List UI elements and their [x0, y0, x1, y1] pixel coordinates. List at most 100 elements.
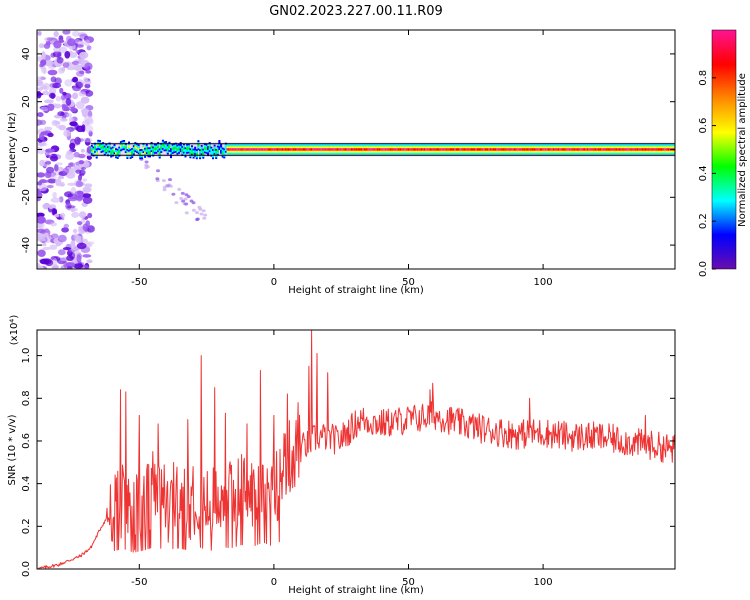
carrier-cell-core [378, 148, 381, 151]
carrier-cell-core [321, 148, 324, 151]
carrier-cell-core [489, 148, 492, 151]
scatter-blob [174, 201, 179, 205]
carrier-cell-core [486, 148, 489, 151]
noise-blob [38, 43, 45, 49]
carrier-cell-core [593, 148, 596, 151]
colorbar-tick-label: 0.4 [698, 165, 709, 181]
noise-blob [62, 167, 70, 174]
scatter-blob [186, 195, 191, 199]
scatter-blob [156, 169, 160, 173]
spectrogram-x-tick-label: 0 [271, 277, 277, 288]
carrier-cell-core [118, 150, 121, 153]
carrier-cell-core [413, 148, 416, 151]
noise-blob [37, 112, 44, 118]
noise-blob [57, 175, 65, 180]
noise-blob [77, 221, 83, 226]
carrier-cell-core [339, 148, 342, 151]
scatter-blob [203, 213, 208, 217]
carrier-cell-core [273, 148, 276, 151]
noise-blob [52, 258, 58, 266]
carrier-cell-core [342, 148, 345, 151]
carrier-cell-core [509, 148, 512, 151]
carrier-cell-core [530, 148, 533, 151]
noise-blob [75, 49, 80, 54]
carrier-cell-core [270, 148, 273, 151]
carrier-cell-core [556, 148, 558, 151]
carrier-cell-core [275, 148, 277, 151]
scatter-blob [161, 179, 166, 183]
carrier-cell-core [465, 148, 468, 151]
carrier-cell-core [234, 148, 237, 151]
carrier-cell-core [409, 148, 411, 151]
carrier-cell-core [598, 148, 600, 151]
carrier-cell-core [207, 149, 210, 153]
noise-blob [59, 118, 68, 122]
noise-blob [39, 132, 45, 141]
noise-blob [59, 46, 68, 54]
carrier-cell-core [184, 151, 187, 154]
noise-blob [78, 211, 87, 219]
noise-blob [66, 205, 76, 209]
carrier-cell-core [560, 148, 563, 151]
carrier-cell-core [145, 147, 148, 151]
carrier-cell-core [433, 148, 436, 151]
carrier-cell-core [123, 143, 126, 147]
carrier-cell-core [494, 148, 497, 151]
carrier-cell-core [594, 148, 597, 151]
carrier-cell-core [313, 148, 316, 151]
noise-blob [37, 196, 41, 202]
carrier-cell-core [263, 148, 266, 151]
carrier-cell-core [391, 148, 394, 151]
carrier-cell-core [526, 148, 529, 151]
carrier-cell-core [368, 148, 371, 151]
carrier-cell-core [430, 148, 432, 151]
carrier-cell-core [144, 151, 147, 155]
carrier-cell-core [244, 148, 247, 151]
noise-blob [72, 76, 79, 83]
carrier-cell-core [195, 153, 198, 156]
noise-blob [54, 77, 62, 85]
carrier-cell-core [586, 148, 589, 151]
noise-blob [60, 217, 65, 221]
noise-blob [38, 179, 49, 184]
carrier-cell-core [420, 148, 423, 151]
snr-x-tick-label: 100 [534, 577, 553, 588]
carrier-cell-core [551, 148, 554, 151]
carrier-cell-core [380, 148, 382, 151]
carrier-cell-core [302, 148, 305, 151]
noise-blob [62, 91, 67, 96]
carrier-cell-core [284, 148, 287, 151]
noise-blob [67, 171, 73, 176]
carrier-cell-core [622, 148, 625, 151]
carrier-cell-core [599, 148, 602, 151]
carrier-cell-core [648, 148, 651, 151]
carrier-cell-core [512, 148, 515, 151]
carrier-cell-core [279, 148, 282, 151]
noise-blob [86, 225, 95, 233]
noise-blob [37, 172, 46, 178]
carrier-cell-core [667, 148, 670, 151]
noise-blob [42, 90, 49, 96]
noise-blob [48, 64, 56, 70]
noise-blob [72, 228, 78, 234]
noise-blob [77, 58, 86, 64]
carrier-cell-core [614, 148, 617, 151]
carrier-cell-core [181, 149, 184, 153]
noise-blob [47, 69, 58, 76]
carrier-cell-core [95, 152, 98, 155]
carrier-cell-core [457, 148, 460, 151]
noise-blob [69, 121, 78, 127]
carrier-cell-core [236, 148, 239, 151]
noise-blob [47, 178, 57, 184]
spectrogram-y-tick-label: 0 [21, 146, 32, 152]
noise-blob [80, 96, 90, 104]
noise-blob [48, 204, 57, 210]
snr-frame [36, 329, 676, 570]
carrier-cell-core [654, 148, 657, 151]
carrier-cell-core [113, 147, 116, 151]
noise-blob [84, 39, 90, 47]
carrier-cell-core [539, 148, 542, 151]
noise-blob [55, 96, 62, 102]
noise-blob [80, 149, 85, 153]
carrier-cell-core [323, 148, 326, 151]
